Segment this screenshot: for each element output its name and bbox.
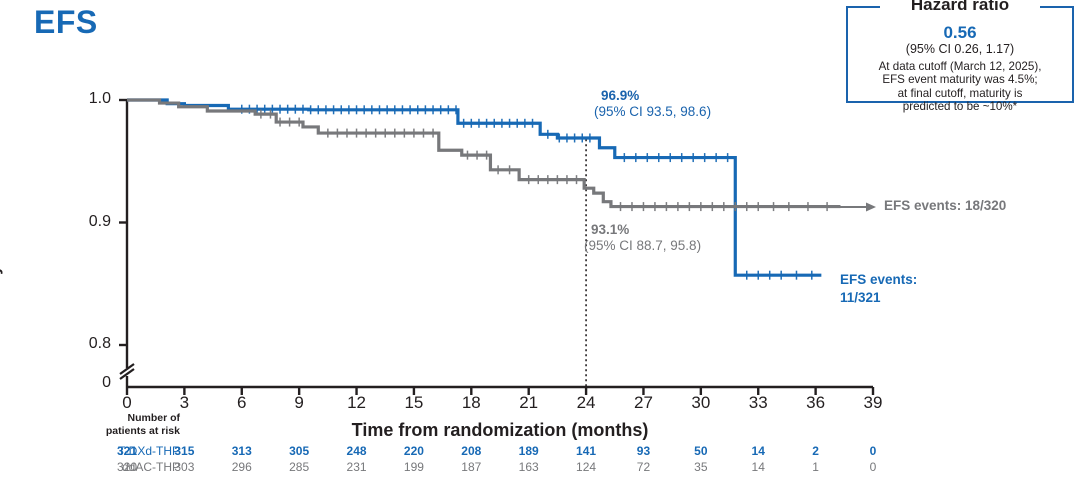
annotation-grey-percent: 93.1% <box>591 222 630 237</box>
risk-value: 189 <box>518 444 539 458</box>
x-tick-label-9: 9 <box>294 393 304 412</box>
x-tick-label-3: 3 <box>179 393 190 412</box>
risk-value: 187 <box>461 460 482 474</box>
survival-curves <box>127 98 841 280</box>
y-tick-label-1.0: 1.0 <box>88 90 111 107</box>
x-axis-title: Time from randomization (months) <box>351 420 649 440</box>
risk-heading-line-2: patients at risk <box>105 424 180 437</box>
page-title: EFS <box>34 4 98 40</box>
risk-value: 313 <box>231 444 252 458</box>
risk-value: 321 <box>116 444 138 458</box>
x-tick-label-24: 24 <box>576 393 596 412</box>
annotation-blue-percent: 96.9% <box>601 88 640 103</box>
hazard-note-line-3: at final cutoff, maturity is <box>897 86 1023 100</box>
hazard-note-line-1: At data cutoff (March 12, 2025), <box>878 60 1042 73</box>
risk-value: 296 <box>231 460 252 474</box>
y-tick-label-0: 0 <box>102 374 111 391</box>
hazard-ratio-ci: (95% CI 0.26, 1.17) <box>905 42 1015 56</box>
risk-heading-line-1: Number of <box>127 412 181 424</box>
y-axis-title: Probability of EFS <box>0 206 3 354</box>
x-tick-label-39: 39 <box>863 393 883 412</box>
x-tick-label-30: 30 <box>691 393 711 412</box>
x-tick-label-0: 0 <box>122 393 132 412</box>
risk-value: 141 <box>576 444 597 458</box>
risk-value: 1 <box>812 460 819 474</box>
annotation-blue-ci: (95% CI 93.5, 98.6) <box>594 104 712 119</box>
hazard-note-line-4: predicted to be ~10%* <box>902 100 1018 114</box>
risk-value: 248 <box>346 444 367 458</box>
x-tick-label-15: 15 <box>404 393 424 412</box>
risk-row-label-t-dxd-thp: T-DXd-THP <box>117 444 180 458</box>
risk-value: 208 <box>461 444 482 458</box>
hazard-box-top-rule <box>846 6 1074 8</box>
risk-value: 14 <box>751 460 765 474</box>
risk-value: 315 <box>174 444 195 458</box>
hazard-ratio-note: At data cutoff (March 12, 2025), EFS eve… <box>848 60 1072 114</box>
risk-table-heading: Number of patients at risk <box>30 412 180 437</box>
risk-value: 303 <box>174 460 195 474</box>
risk-row-label-ddac-thp: ddAC-THP <box>121 460 180 474</box>
risk-value: 320 <box>116 460 138 474</box>
label-blue-efs-events-line1: EFS events: <box>840 272 918 287</box>
risk-value: 35 <box>694 460 708 474</box>
risk-value: 2 <box>812 444 819 458</box>
grey-events-pointer <box>828 202 876 212</box>
x-tick-label-6: 6 <box>237 393 247 412</box>
risk-value: 0 <box>869 460 877 474</box>
y-tick-label-0.8: 0.8 <box>88 335 111 352</box>
x-tick-label-27: 27 <box>633 393 653 412</box>
hazard-note-line-2: EFS event maturity was 4.5%; <box>882 73 1038 87</box>
x-tick-label-21: 21 <box>519 393 539 412</box>
risk-value: 14 <box>751 444 765 458</box>
hazard-ratio-box: Hazard ratio 0.56 (95% CI 0.26, 1.17) At… <box>846 0 1074 113</box>
risk-value: 93 <box>636 444 651 458</box>
hazard-ratio-value: 0.56 <box>943 23 977 42</box>
label-grey-efs-events: EFS events: 18/320 <box>884 198 1007 213</box>
risk-value: 305 <box>289 444 310 458</box>
x-tick-label-36: 36 <box>806 393 826 412</box>
risk-value: 220 <box>403 444 424 458</box>
risk-value: 199 <box>403 460 424 474</box>
risk-value: 163 <box>518 460 539 474</box>
risk-value: 0 <box>869 444 877 458</box>
risk-value: 124 <box>576 460 597 474</box>
label-blue-efs-events-line2: 11/321 <box>840 290 881 305</box>
annotation-grey-ci: (95% CI 88.7, 95.8) <box>584 238 702 253</box>
plot-axes <box>119 98 875 395</box>
risk-value: 72 <box>636 460 651 474</box>
risk-value: 231 <box>346 460 367 474</box>
risk-value: 50 <box>694 444 708 458</box>
hazard-ratio-heading: Hazard ratio <box>910 0 1010 14</box>
risk-value: 285 <box>289 460 310 474</box>
x-tick-label-12: 12 <box>347 393 366 412</box>
x-tick-label-18: 18 <box>461 393 481 412</box>
y-tick-label-0.9: 0.9 <box>88 212 111 230</box>
x-tick-label-33: 33 <box>748 393 768 412</box>
